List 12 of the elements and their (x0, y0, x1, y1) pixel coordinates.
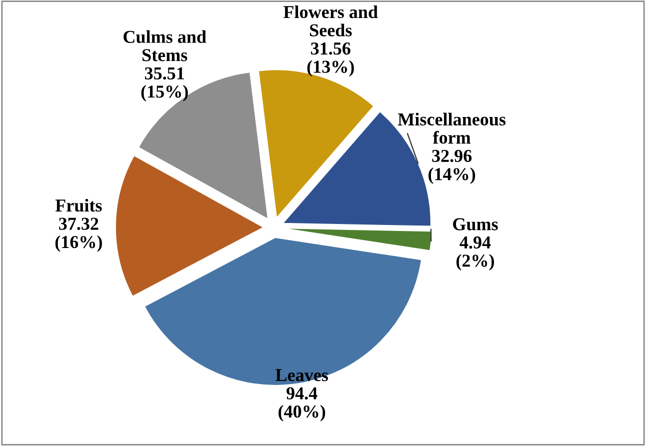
data-label: 32.96 (14%) (428, 150, 476, 184)
slice-label: Gums (453, 218, 498, 230)
slice-label: Flowers and Seeds (284, 5, 378, 36)
data-label: 4.94 (2%) (456, 236, 494, 270)
slice-label: Leaves (276, 369, 328, 382)
data-label: 35.51 (15%) (141, 67, 188, 102)
data-label: 31.56 (13%) (307, 42, 354, 77)
data-label: 94.4 (40%) (278, 387, 326, 422)
slice-label: Culms and Stems (124, 30, 206, 62)
data-label: 37.32 (16%) (55, 218, 102, 252)
slice-label: Miscellaneous form (398, 112, 506, 144)
slice-label: Fruits (55, 198, 102, 212)
